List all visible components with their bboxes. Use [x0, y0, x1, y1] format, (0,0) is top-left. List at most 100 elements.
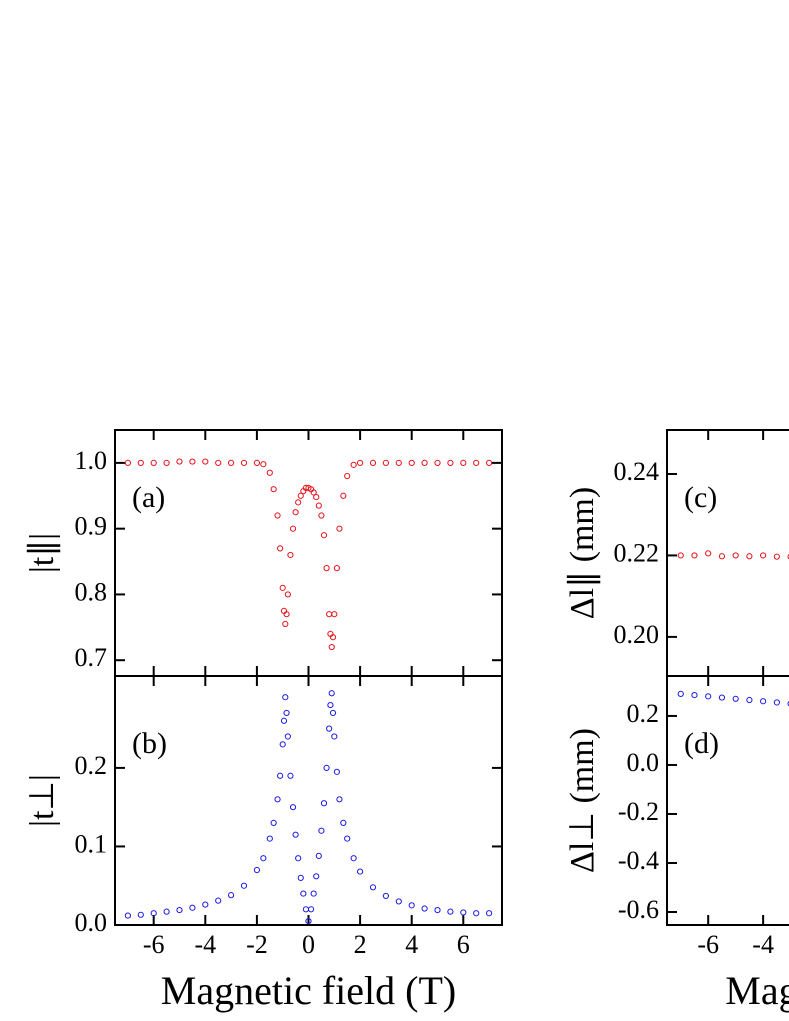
- data-point: [718, 553, 726, 560]
- x-tick-label: 6: [457, 930, 470, 959]
- data-point: [773, 553, 780, 560]
- y-tick-label: -0.2: [618, 797, 659, 826]
- x-tick-label: 2: [354, 930, 367, 959]
- data-point: [280, 717, 288, 724]
- data-point: [284, 733, 291, 740]
- plot-frame: [114, 429, 503, 677]
- data-point: [705, 693, 712, 700]
- data-point: [344, 835, 351, 842]
- data-point: [326, 725, 333, 732]
- data-point: [369, 884, 377, 891]
- x-tick-label: -6: [143, 930, 165, 959]
- x-tick-label: -4: [752, 930, 774, 959]
- data-point: [202, 901, 209, 908]
- data-point: [318, 827, 325, 834]
- data-point: [473, 459, 480, 466]
- data-point: [176, 906, 183, 914]
- data-point: [382, 459, 389, 466]
- data-point: [473, 910, 480, 917]
- data-point: [283, 709, 290, 717]
- data-point: [260, 461, 267, 468]
- data-point: [283, 611, 290, 618]
- data-point: [228, 459, 235, 466]
- data-point: [328, 643, 335, 651]
- panel-label: (a): [132, 481, 165, 514]
- data-point: [460, 909, 467, 916]
- data-point: [705, 550, 712, 557]
- data-point: [313, 873, 320, 880]
- data-point: [350, 461, 357, 468]
- data-point: [329, 709, 337, 717]
- data-point: [732, 695, 739, 702]
- data-point: [328, 690, 335, 697]
- x-tick-label: -2: [246, 930, 268, 959]
- x-tick-label: -4: [194, 930, 216, 959]
- data-point: [253, 459, 260, 466]
- data-point: [320, 800, 328, 807]
- data-point: [323, 565, 330, 572]
- data-point: [746, 696, 753, 704]
- data-point: [357, 868, 364, 875]
- data-point: [266, 469, 273, 476]
- data-point: [295, 855, 302, 862]
- data-point: [421, 905, 428, 912]
- y-tick-label: 1.0: [75, 446, 108, 475]
- plot-frame: [666, 675, 789, 926]
- data-point: [279, 584, 286, 591]
- y-tick-label: 0.20: [614, 620, 660, 649]
- y-axis-label: |t∥|: [24, 533, 61, 573]
- y-tick-label: 0.22: [614, 538, 660, 567]
- data-point: [408, 459, 415, 466]
- data-point: [773, 699, 780, 706]
- data-point: [124, 912, 132, 919]
- data-point: [460, 459, 467, 466]
- data-point: [336, 796, 343, 803]
- data-point: [270, 819, 277, 826]
- y-tick-label: 0.0: [627, 748, 660, 777]
- data-point: [421, 459, 428, 466]
- data-point: [302, 906, 310, 913]
- data-point: [176, 458, 183, 465]
- y-tick-label: 0.2: [75, 751, 108, 780]
- data-point: [408, 902, 415, 909]
- data-point: [787, 554, 789, 560]
- data-point: [240, 882, 248, 889]
- data-point: [677, 690, 684, 697]
- panel-label: (c): [684, 481, 717, 514]
- data-point: [297, 874, 304, 881]
- data-point: [434, 459, 441, 466]
- y-axis-label: Δl⊥ (mm): [564, 728, 601, 873]
- data-point: [447, 908, 454, 915]
- data-point: [323, 764, 330, 772]
- data-point: [329, 634, 337, 641]
- data-point: [270, 486, 277, 493]
- data-point: [305, 917, 312, 925]
- data-point: [307, 906, 315, 913]
- data-point: [434, 906, 441, 914]
- panel-label: (b): [132, 727, 167, 760]
- data-point: [333, 565, 340, 572]
- data-point: [240, 459, 248, 466]
- x-tick-label: -6: [697, 930, 719, 959]
- y-tick-label: 0.7: [75, 643, 108, 672]
- x-axis-label: Magnetic field (T): [161, 968, 456, 1013]
- data-point: [260, 855, 267, 862]
- data-point: [310, 890, 317, 897]
- data-point: [150, 910, 157, 917]
- data-point: [202, 458, 209, 465]
- data-point: [310, 489, 317, 496]
- y-tick-label: 0.9: [75, 512, 108, 541]
- data-point: [277, 772, 284, 779]
- y-tick-label: 0.0: [75, 908, 108, 937]
- y-tick-label: 0.1: [75, 829, 108, 858]
- data-point: [315, 502, 322, 509]
- data-point: [677, 552, 684, 559]
- data-point: [331, 733, 338, 740]
- data-point: [691, 552, 698, 559]
- data-point: [315, 852, 322, 859]
- data-point: [344, 472, 351, 480]
- data-point: [215, 459, 222, 466]
- y-axis-label: Δl∥ (mm): [564, 487, 601, 619]
- data-point: [292, 509, 299, 516]
